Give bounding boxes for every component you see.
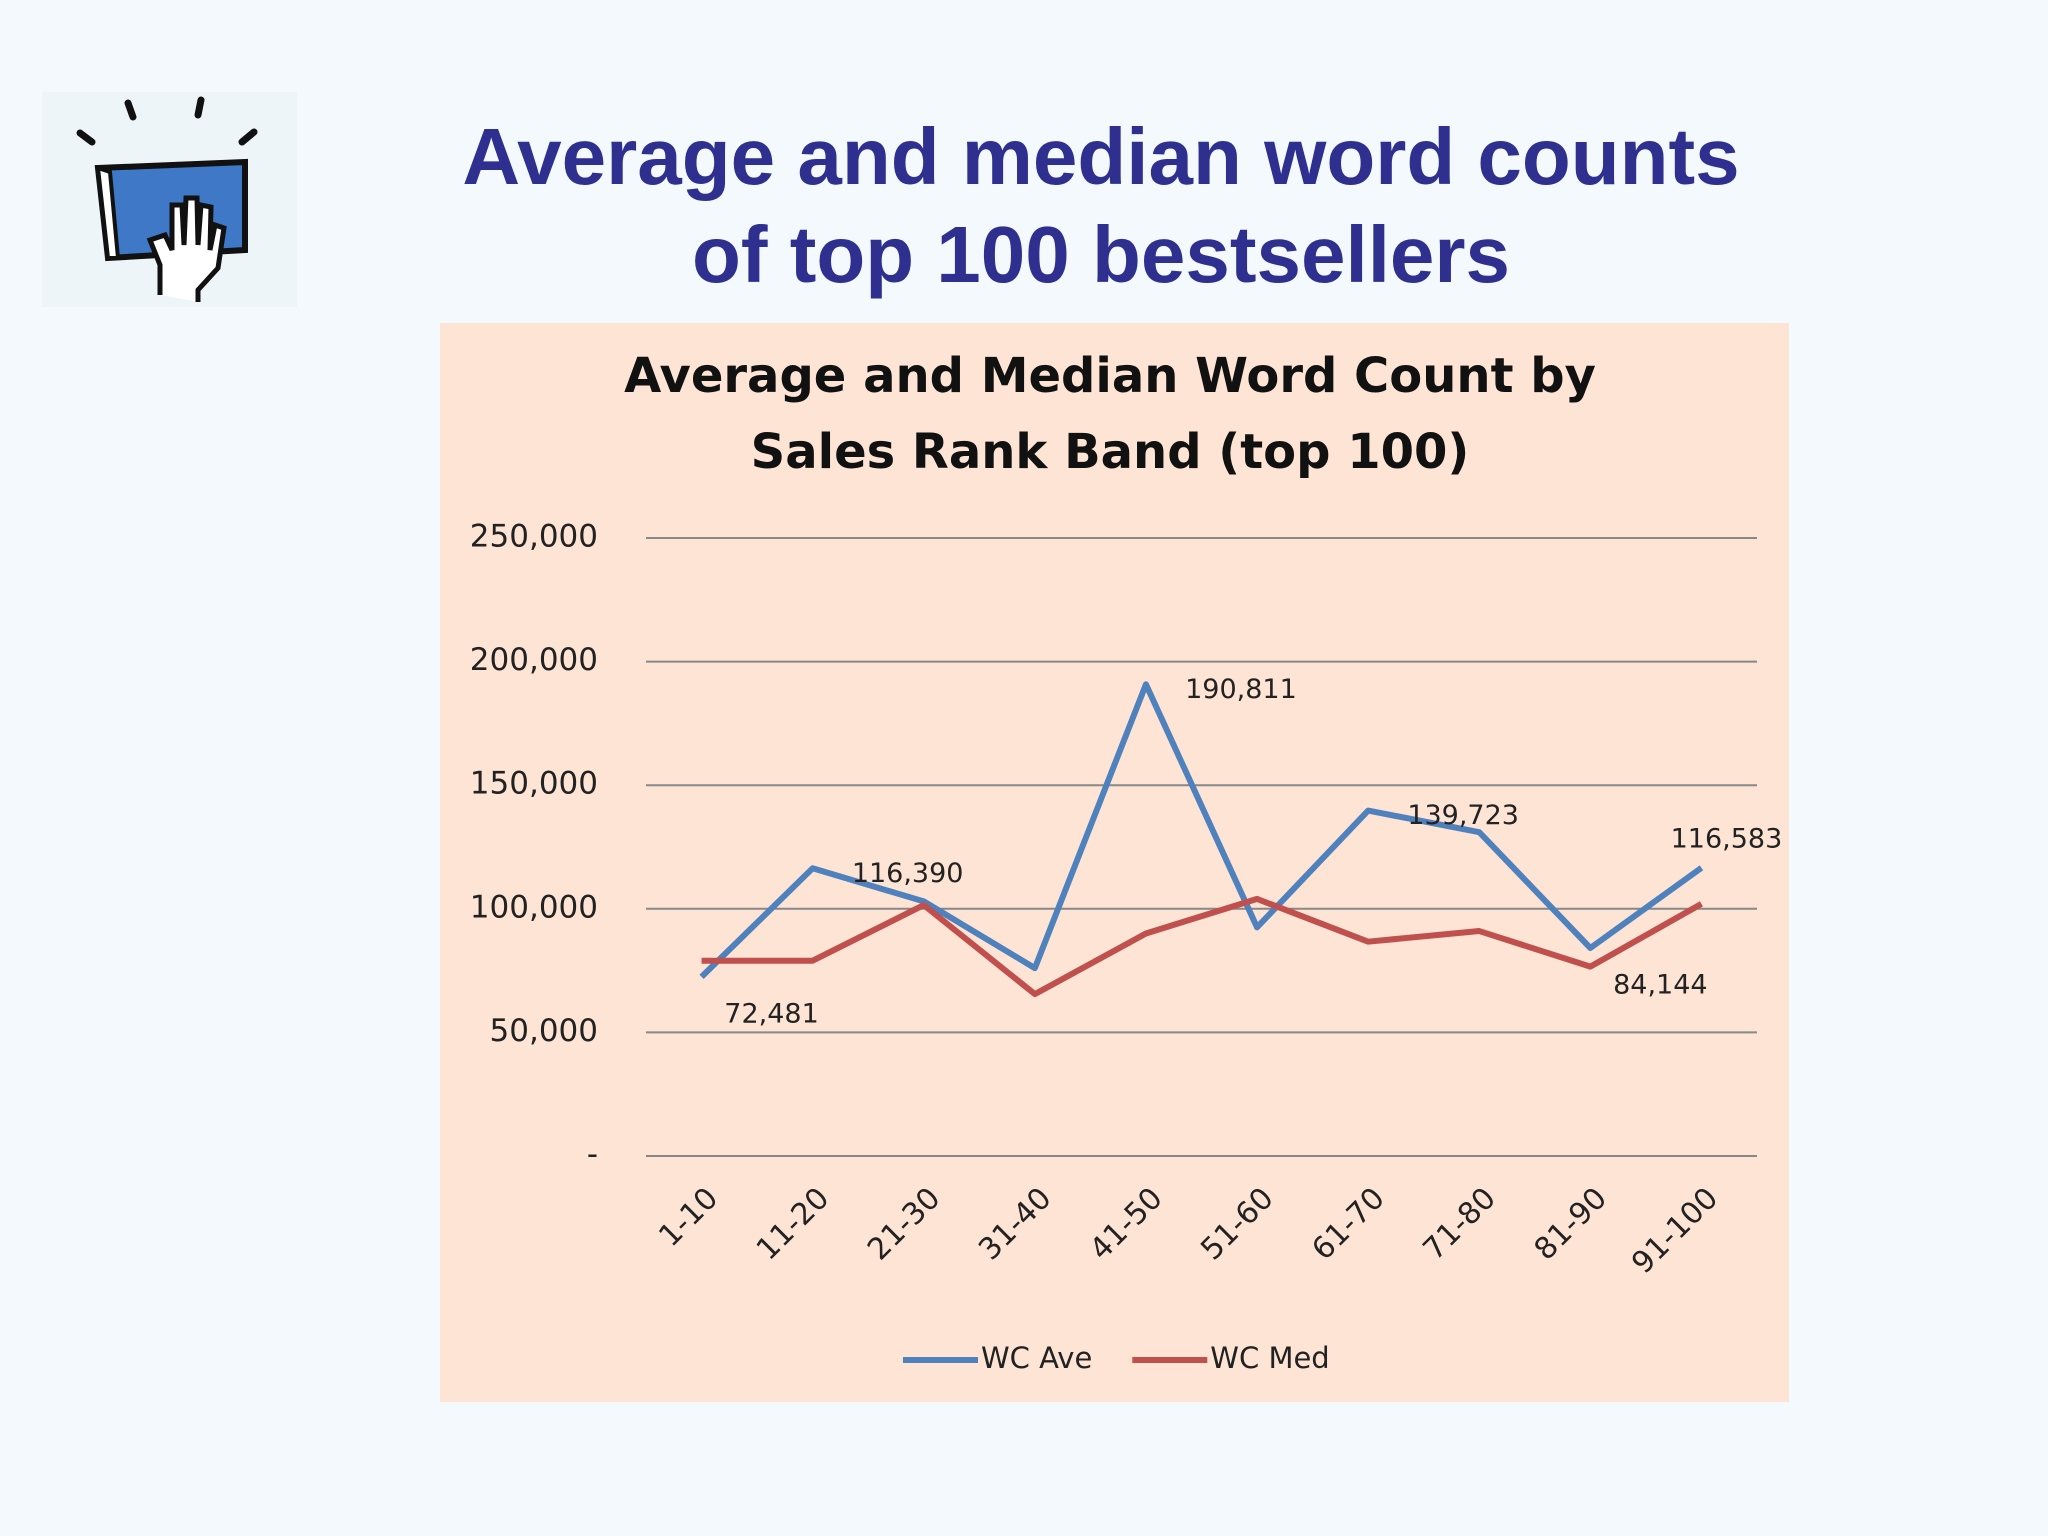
data-label: 116,583 xyxy=(1671,823,1783,854)
data-label: 116,390 xyxy=(852,858,964,889)
y-tick-label: - xyxy=(587,1137,598,1173)
y-tick-label: 200,000 xyxy=(470,642,598,678)
y-tick-label: 250,000 xyxy=(470,519,598,555)
y-tick-label: 150,000 xyxy=(470,766,598,802)
series-line xyxy=(701,895,1703,998)
y-tick-label: 50,000 xyxy=(490,1013,598,1049)
slide-title: Average and median word counts xyxy=(462,112,1739,201)
data-label: 72,481 xyxy=(724,998,818,1029)
series-line xyxy=(699,681,1704,979)
data-label: 190,811 xyxy=(1185,674,1297,705)
y-tick-label: 100,000 xyxy=(470,889,598,925)
slide-title: of top 100 bestsellers xyxy=(692,210,1510,299)
data-label: 84,144 xyxy=(1613,969,1707,1000)
legend-label: WC Ave xyxy=(981,1341,1092,1375)
chart-title: Average and Median Word Count by xyxy=(624,348,1596,404)
chart-title: Sales Rank Band (top 100) xyxy=(751,424,1470,480)
chart-area xyxy=(440,323,1789,1402)
data-label: 139,723 xyxy=(1407,800,1519,831)
legend-label: WC Med xyxy=(1210,1341,1329,1375)
book-icon xyxy=(42,92,297,307)
